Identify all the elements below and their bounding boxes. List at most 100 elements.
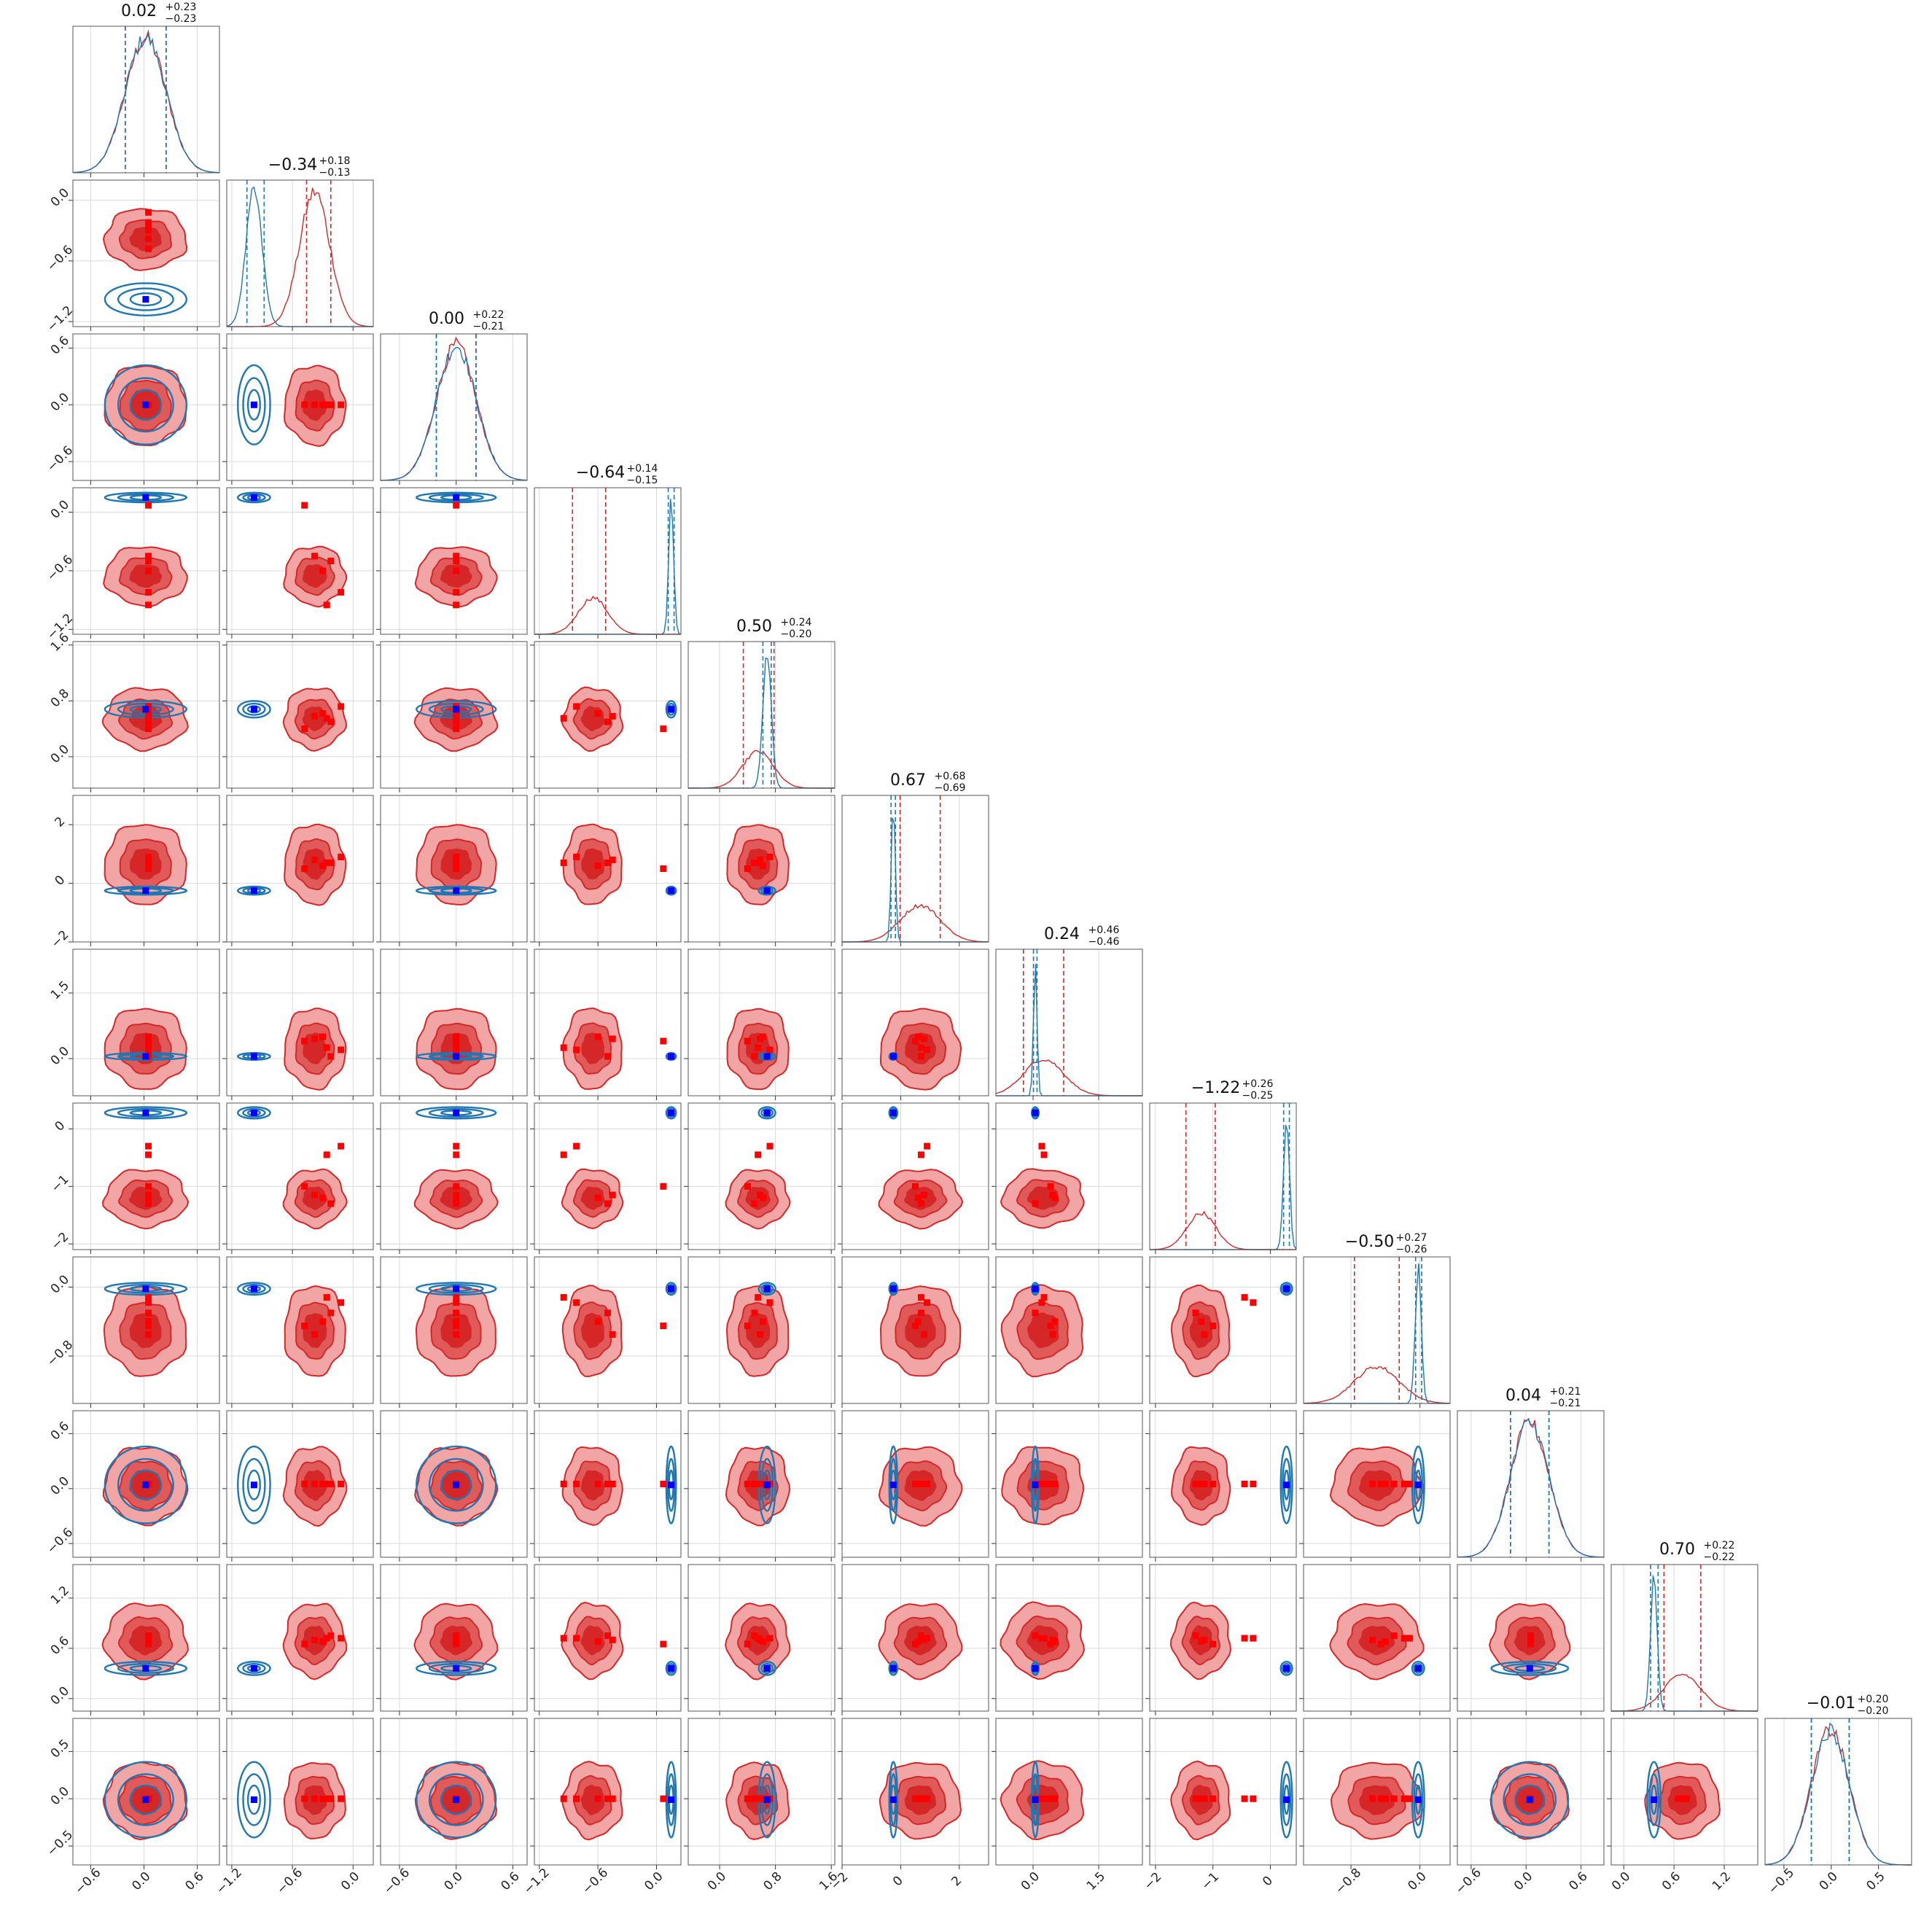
contour-red-inner bbox=[580, 1625, 605, 1656]
truth-marker bbox=[763, 887, 771, 895]
panel-frame bbox=[1303, 1256, 1451, 1404]
red-marker bbox=[921, 1636, 928, 1643]
title-upper: +0.18 bbox=[319, 155, 351, 167]
contour-blue bbox=[428, 1053, 484, 1060]
red-marker bbox=[1683, 1795, 1690, 1802]
contour-blue bbox=[1490, 1761, 1570, 1839]
histogram-blue bbox=[72, 32, 220, 174]
truth-marker bbox=[763, 1481, 771, 1489]
title-lower: −0.20 bbox=[1858, 1705, 1889, 1717]
panel-frame bbox=[380, 795, 528, 943]
panel-frame bbox=[995, 1256, 1143, 1404]
histogram-blue bbox=[380, 346, 528, 481]
red-marker bbox=[1401, 1481, 1408, 1487]
contour-blue bbox=[416, 700, 497, 719]
contour-blue bbox=[415, 491, 497, 504]
red-marker bbox=[311, 1191, 319, 1199]
panel-grid bbox=[530, 1565, 681, 1715]
red-marker bbox=[145, 567, 152, 574]
red-marker bbox=[560, 1151, 567, 1158]
red-marker bbox=[453, 1638, 460, 1645]
title-lower: −0.21 bbox=[473, 321, 505, 332]
red-marker bbox=[1047, 1640, 1054, 1648]
red-marker bbox=[560, 1481, 567, 1487]
truth-marker bbox=[1032, 1796, 1039, 1804]
red-marker bbox=[609, 1481, 616, 1487]
x-tick-label: −1 bbox=[1199, 1870, 1222, 1893]
panel-grid bbox=[1453, 1718, 1604, 1869]
y-tick-label: 0.0 bbox=[48, 1684, 72, 1708]
panel-frame bbox=[380, 1256, 528, 1404]
histogram-red bbox=[1303, 1366, 1451, 1404]
red-marker bbox=[609, 1191, 616, 1199]
y-tick-label: 0.0 bbox=[48, 390, 72, 414]
red-marker bbox=[1051, 1481, 1059, 1487]
contour-blue bbox=[665, 885, 677, 896]
panel-frame bbox=[72, 641, 220, 789]
contour-blue bbox=[242, 493, 266, 502]
contour-red-inner bbox=[1358, 1470, 1395, 1501]
contour-blue bbox=[246, 389, 261, 421]
contour-blue bbox=[1031, 1761, 1040, 1839]
panel-frame bbox=[226, 949, 374, 1097]
contour-blue bbox=[428, 1107, 484, 1118]
red-marker bbox=[1401, 1795, 1408, 1802]
red-marker bbox=[757, 856, 764, 863]
red-marker bbox=[594, 1194, 601, 1201]
red-marker bbox=[604, 1632, 611, 1640]
contour-blue bbox=[129, 494, 163, 501]
contour-red-inner bbox=[129, 1313, 162, 1348]
red-marker bbox=[915, 1638, 922, 1645]
red-marker bbox=[1241, 1481, 1248, 1487]
red-marker bbox=[609, 856, 616, 863]
truth-marker bbox=[889, 1053, 897, 1060]
contour-blue bbox=[888, 1761, 899, 1839]
contour-blue bbox=[428, 702, 484, 716]
red-marker bbox=[1032, 1200, 1039, 1207]
red-marker bbox=[912, 1183, 919, 1190]
red-marker bbox=[323, 1044, 330, 1051]
panel-frame bbox=[380, 1102, 528, 1250]
contour-red-inner bbox=[580, 1186, 605, 1210]
red-marker bbox=[145, 245, 152, 252]
red-marker bbox=[1377, 1481, 1384, 1487]
red-marker bbox=[145, 1323, 152, 1330]
truth-marker bbox=[1032, 1664, 1039, 1672]
red-marker bbox=[301, 1640, 308, 1648]
contour-blue bbox=[117, 377, 174, 433]
contour-blue bbox=[242, 1773, 266, 1826]
truth-marker bbox=[142, 1796, 149, 1804]
truth-marker bbox=[250, 1053, 257, 1060]
contour-red-inner bbox=[1358, 1626, 1395, 1656]
title-upper: +0.27 bbox=[1396, 1232, 1427, 1244]
red-marker bbox=[453, 1318, 460, 1325]
x-tick-label: −0.6 bbox=[381, 1866, 413, 1897]
red-marker bbox=[1390, 1481, 1398, 1487]
panel-frame bbox=[534, 487, 682, 635]
red-marker bbox=[918, 1200, 925, 1207]
truth-marker bbox=[1414, 1664, 1422, 1672]
panel-frame bbox=[1149, 1256, 1297, 1404]
red-marker bbox=[145, 601, 152, 609]
truth-marker bbox=[1283, 1664, 1290, 1672]
red-marker bbox=[1051, 1638, 1059, 1645]
red-marker bbox=[918, 1309, 925, 1317]
red-marker bbox=[1210, 1795, 1217, 1802]
red-marker bbox=[1032, 1632, 1039, 1640]
contour-blue bbox=[440, 887, 472, 894]
red-marker bbox=[660, 1795, 667, 1802]
panel-frame bbox=[1303, 1718, 1451, 1866]
y-tick-label: 0.0 bbox=[48, 742, 72, 766]
red-marker bbox=[311, 1035, 319, 1043]
red-marker bbox=[759, 1318, 766, 1325]
contour-blue bbox=[104, 282, 188, 317]
panel-frame bbox=[534, 1102, 682, 1250]
contour-blue bbox=[757, 1106, 776, 1120]
contour-blue bbox=[1279, 1761, 1293, 1839]
panel-frame bbox=[1149, 1718, 1297, 1866]
red-marker bbox=[301, 865, 308, 872]
contour-blue bbox=[1413, 1773, 1423, 1826]
red-marker bbox=[609, 1035, 616, 1043]
red-marker bbox=[453, 710, 460, 717]
panel-grid bbox=[1623, 1565, 1725, 1715]
